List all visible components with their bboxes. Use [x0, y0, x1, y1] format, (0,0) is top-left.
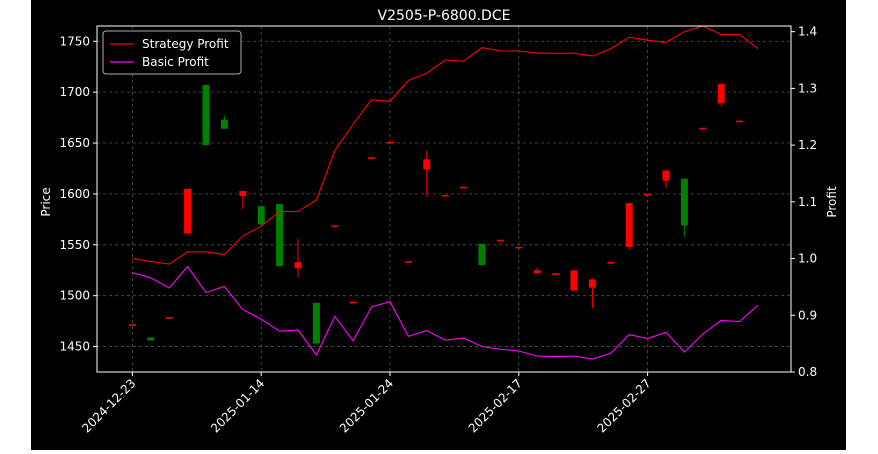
candle-body	[717, 84, 725, 104]
candle-body	[699, 127, 707, 130]
y-left-tick-label: 1600	[59, 187, 90, 201]
y-left-tick-label: 1700	[59, 85, 90, 99]
candle-body	[533, 270, 541, 274]
candle-body	[331, 225, 339, 228]
candle-body	[276, 204, 284, 267]
y-right-tick-label: 1.4	[798, 25, 817, 39]
profit-lines	[132, 25, 759, 360]
candle-body	[184, 188, 192, 234]
candle-body	[220, 119, 228, 129]
candle-body	[257, 206, 265, 225]
candle-body	[460, 186, 468, 189]
legend-basic-label: Basic Profit	[142, 55, 209, 69]
candle-body	[441, 194, 449, 197]
legend-strategy-label: Strategy Profit	[142, 37, 229, 51]
candle-body	[496, 239, 504, 242]
y-axis-left-label: Price	[39, 187, 53, 216]
chart-legend: Strategy Profit Basic Profit	[102, 30, 242, 75]
candle-body	[368, 157, 376, 159]
candle-body	[165, 317, 173, 319]
chart-figure: V2505-P-6800.DCE 1450 1500 1550 1600 1650 170…	[31, 0, 846, 450]
candle-body	[349, 301, 357, 304]
candle-body	[680, 178, 688, 226]
basic-profit-line	[132, 265, 759, 360]
chart-background	[31, 0, 846, 450]
grid-lines	[97, 26, 791, 372]
candle-body	[312, 302, 320, 344]
y-left-tick-label: 1550	[59, 238, 90, 252]
legend-box	[102, 30, 242, 75]
candlestick-series	[128, 82, 744, 344]
candle-body	[607, 262, 615, 264]
strategy-profit-line	[132, 25, 759, 265]
candle-body	[662, 170, 670, 181]
candle-body	[386, 142, 394, 144]
y-axis-right-label: Profit	[825, 186, 839, 218]
chart-svg: V2505-P-6800.DCE 1450 1500 1550 1600 1650 170…	[31, 0, 846, 450]
candle-body	[588, 279, 596, 288]
candle-body	[515, 246, 523, 249]
candle-body	[423, 159, 431, 170]
candle-body	[404, 261, 412, 263]
y-right-tick-label: 0.9	[798, 308, 817, 322]
y-right-tick-label: 1.2	[798, 138, 817, 152]
y-left-tick-label: 1650	[59, 136, 90, 150]
candle-body	[478, 243, 486, 266]
candle-body	[570, 270, 578, 291]
candle-body	[644, 193, 652, 196]
candle-body	[552, 273, 560, 275]
y-left-tick-label: 1750	[59, 34, 90, 48]
candle-body	[625, 203, 633, 247]
y-right-tick-label: 1.1	[798, 195, 817, 209]
y-left-tick-label: 1450	[59, 340, 90, 354]
y-right-tick-label: 1.3	[798, 81, 817, 95]
candle-body	[239, 190, 247, 196]
candle-body	[202, 85, 210, 146]
candle-body	[736, 120, 744, 123]
y-right-tick-label: 1.0	[798, 252, 817, 266]
candle-body	[294, 262, 302, 269]
plot-frame	[96, 25, 792, 373]
candle-body	[128, 324, 136, 326]
chart-title: V2505-P-6800.DCE	[378, 8, 511, 24]
y-right-tick-label: 0.8	[798, 365, 817, 379]
candle-body	[147, 337, 155, 341]
y-left-tick-label: 1500	[59, 289, 90, 303]
